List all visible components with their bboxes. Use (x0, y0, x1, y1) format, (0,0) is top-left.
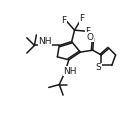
Text: O: O (86, 33, 93, 42)
Text: F: F (61, 16, 67, 25)
Text: NH: NH (38, 37, 52, 46)
Text: F: F (85, 27, 91, 36)
Text: S: S (95, 63, 101, 72)
Text: NH: NH (63, 67, 76, 76)
Text: F: F (80, 14, 85, 23)
